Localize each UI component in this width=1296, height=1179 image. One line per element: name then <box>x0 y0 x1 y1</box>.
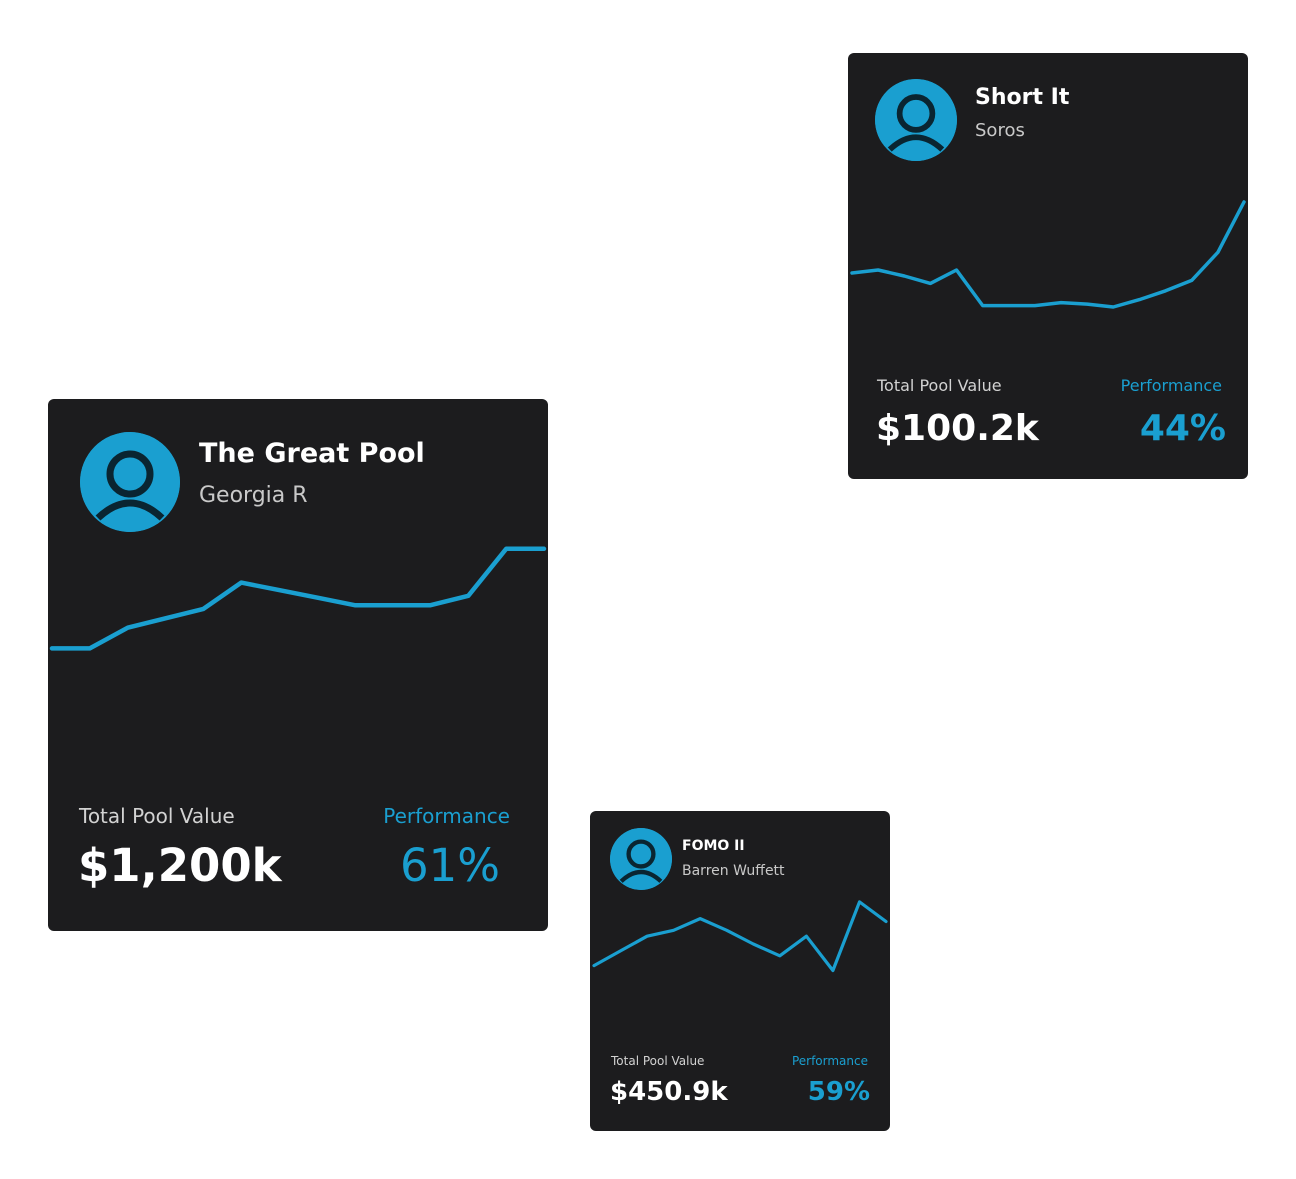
performance-sparkline <box>592 900 888 973</box>
performance-label: Performance <box>1120 376 1222 395</box>
pool-owner: Georgia R <box>199 483 308 508</box>
user-avatar-icon <box>610 828 672 890</box>
performance-label: Performance <box>383 804 510 828</box>
pool-title: The Great Pool <box>199 438 425 469</box>
performance-sparkline <box>49 546 547 651</box>
pool-title: FOMO II <box>682 838 745 854</box>
performance-value: 59% <box>807 1077 870 1107</box>
user-avatar-icon <box>875 79 957 161</box>
total-pool-value-label: Total Pool Value <box>611 1054 705 1068</box>
pool-card-short-it[interactable]: Short It Soros Total Pool Value Performa… <box>848 53 1248 479</box>
pool-owner: Soros <box>975 120 1025 141</box>
performance-value: 44% <box>1139 408 1226 449</box>
performance-sparkline <box>850 200 1246 309</box>
pool-owner: Barren Wuffett <box>682 863 785 879</box>
total-pool-value-label: Total Pool Value <box>79 804 235 828</box>
sparkline-line <box>850 200 1246 309</box>
sparkline-line <box>592 900 888 973</box>
total-pool-value: $450.9k <box>610 1077 728 1107</box>
user-avatar-icon <box>80 432 180 532</box>
sparkline-line <box>49 546 547 651</box>
total-pool-value: $100.2k <box>876 408 1039 449</box>
performance-value: 61% <box>399 839 500 892</box>
total-pool-value-label: Total Pool Value <box>877 376 1002 395</box>
pool-title: Short It <box>975 85 1070 110</box>
pool-card-the-great-pool[interactable]: The Great Pool Georgia R Total Pool Valu… <box>48 399 548 931</box>
pool-card-fomo-ii[interactable]: FOMO II Barren Wuffett Total Pool Value … <box>590 811 890 1131</box>
total-pool-value: $1,200k <box>78 839 282 892</box>
performance-label: Performance <box>791 1054 868 1068</box>
